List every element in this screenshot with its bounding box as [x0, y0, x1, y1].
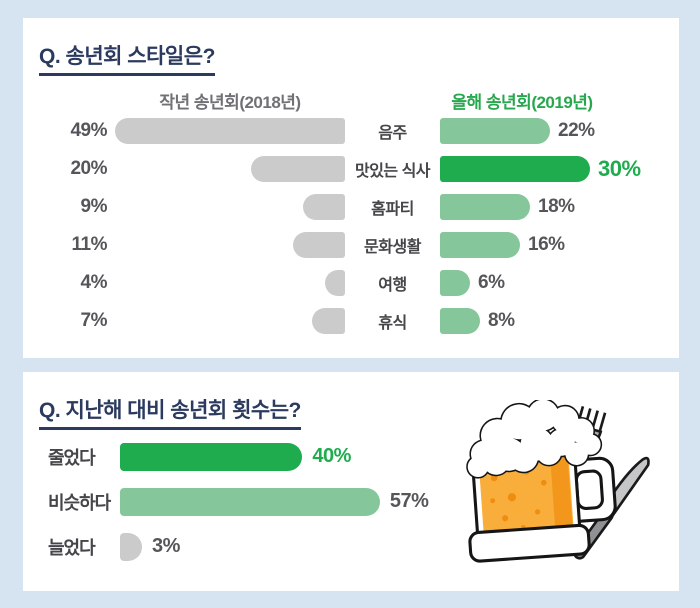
chart-row: 줄었다 40% — [23, 434, 453, 479]
style-chart-rows: 49% 음주 22% 20% 맛있는 식사 30% 9% 홈파티 18% 11% 문화생활 16% 4%… — [23, 112, 679, 340]
value-label-2018: 11% — [71, 234, 108, 255]
bar-2019 — [440, 232, 520, 258]
bar-zone-2019: 30% — [440, 156, 679, 182]
category-label: 홈파티 — [371, 201, 414, 218]
bar — [120, 532, 142, 561]
bar-2019 — [440, 194, 530, 220]
value-label-2019: 22% — [558, 120, 595, 141]
bar-2019 — [440, 156, 590, 182]
value-label-2019: 18% — [538, 196, 575, 217]
value-label-2019: 6% — [478, 272, 505, 293]
count-chart-title: Q. 지난해 대비 송년회 횟수는? — [39, 394, 301, 430]
value-label-2019: 16% — [528, 234, 565, 255]
value-label-2018: 7% — [80, 310, 108, 331]
bar-2018 — [302, 194, 345, 220]
chart-row: 4% 여행 6% — [23, 264, 679, 302]
bar-zone-2018 — [115, 232, 345, 258]
value-label-2018: 9% — [80, 196, 108, 217]
chart-row: 7% 휴식 8% — [23, 302, 679, 340]
value-label: 40% — [312, 445, 351, 467]
value-label: 3% — [152, 535, 180, 557]
category-label: 음주 — [378, 125, 407, 142]
bar-2019 — [440, 308, 480, 334]
bar-zone-2019: 6% — [440, 270, 679, 296]
bar — [120, 442, 303, 471]
value-label-2019: 8% — [488, 310, 515, 331]
value-label: 57% — [389, 490, 429, 512]
category-label: 비슷하다 — [48, 492, 111, 513]
count-chart-rows: 줄었다 40% 비슷하다 57% 늘었다 3% — [23, 434, 453, 569]
legend-last-year: 작년 송년회(2018년) — [159, 93, 301, 112]
bar-2019 — [440, 270, 470, 296]
chart-row: 비슷하다 57% — [23, 479, 453, 524]
category-label: 줄었다 — [48, 447, 96, 468]
bar-2018 — [293, 232, 345, 258]
bar — [120, 487, 380, 516]
style-chart-card: Q. 송년회 스타일은? 작년 송년회(2018년) 올해 송년회(2019년)… — [23, 18, 679, 358]
beer-mug-icon — [466, 400, 617, 563]
beer-mug-illustration — [466, 400, 650, 563]
bar-2018 — [115, 118, 345, 144]
chart-row: 11% 문화생활 16% — [23, 226, 679, 264]
count-chart-card: Q. 지난해 대비 송년회 횟수는? 줄었다 40% 비슷하다 57% 늘었다 3% — [23, 372, 679, 591]
bar-zone-2018 — [115, 270, 345, 296]
category-label: 여행 — [378, 277, 407, 294]
bar-zone-2018 — [115, 308, 345, 334]
category-label: 문화생활 — [364, 239, 421, 256]
category-label: 맛있는 식사 — [354, 163, 431, 180]
value-label-2018: 49% — [70, 120, 107, 141]
bar-zone-2018 — [115, 156, 345, 182]
style-chart-title: Q. 송년회 스타일은? — [39, 40, 215, 76]
category-label: 휴식 — [378, 315, 407, 332]
bar-zone-2018 — [115, 194, 345, 220]
bar-zone-2019: 8% — [440, 308, 679, 334]
bar-zone-2019: 16% — [440, 232, 679, 258]
chart-row: 늘었다 3% — [23, 524, 453, 569]
bar-zone-2019: 22% — [440, 118, 679, 144]
chart-row: 20% 맛있는 식사 30% — [23, 150, 679, 188]
legend: 작년 송년회(2018년) 올해 송년회(2019년) — [23, 88, 679, 112]
bar-zone-2019: 18% — [440, 194, 679, 220]
bar-2018 — [312, 308, 345, 334]
bar-2018 — [325, 270, 345, 296]
category-label: 늘었다 — [48, 537, 96, 558]
legend-this-year: 올해 송년회(2019년) — [451, 93, 593, 112]
bar-zone-2018 — [115, 118, 345, 144]
value-label-2018: 4% — [80, 272, 108, 293]
value-label-2019: 30% — [598, 156, 641, 181]
bar-2019 — [440, 118, 550, 144]
value-label-2018: 20% — [70, 158, 107, 179]
chart-row: 49% 음주 22% — [23, 112, 679, 150]
bar-2018 — [251, 156, 345, 182]
chart-row: 9% 홈파티 18% — [23, 188, 679, 226]
